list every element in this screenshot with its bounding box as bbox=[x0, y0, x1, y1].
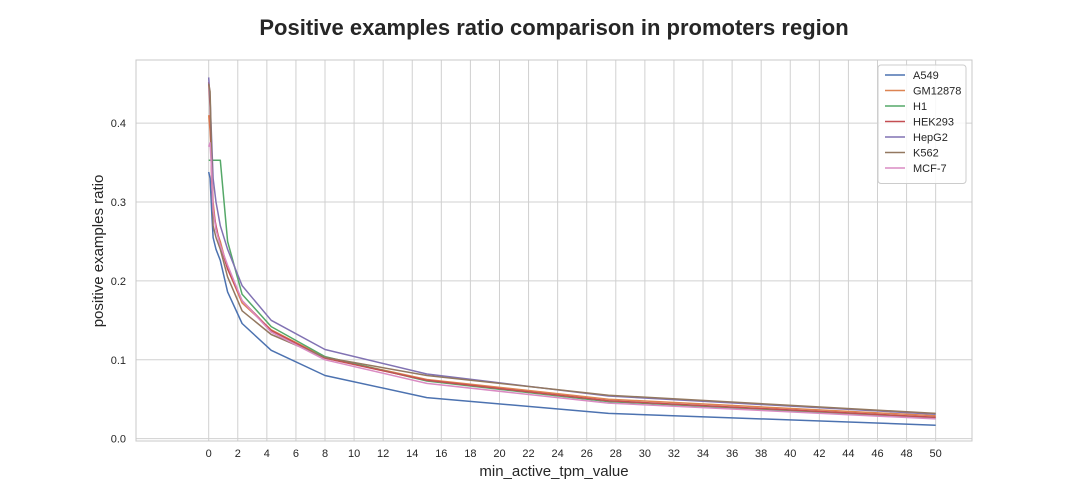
y-axis-label: positive examples ratio bbox=[90, 175, 107, 328]
legend-label: GM12878 bbox=[913, 86, 961, 98]
x-axis-label: min_active_tpm_value bbox=[479, 463, 628, 480]
series-line-mcf-7 bbox=[207, 142, 936, 420]
x-tick-label: 2 bbox=[235, 448, 241, 460]
x-tick-label: 42 bbox=[813, 448, 825, 460]
x-tick-label: 10 bbox=[348, 448, 360, 460]
x-tick-label: 16 bbox=[435, 448, 447, 460]
x-tick-label: 34 bbox=[697, 448, 709, 460]
x-tick-label: 24 bbox=[552, 448, 564, 460]
x-tick-label: 26 bbox=[581, 448, 593, 460]
series-line-a549 bbox=[207, 171, 936, 426]
x-tick-label: 50 bbox=[930, 448, 942, 460]
x-tick-label: 14 bbox=[406, 448, 418, 460]
legend-label: A549 bbox=[913, 70, 939, 82]
x-tick-label: 36 bbox=[726, 448, 738, 460]
legend-label: HEK293 bbox=[913, 117, 954, 129]
x-tick-label: 22 bbox=[522, 448, 534, 460]
series-lines bbox=[207, 77, 936, 426]
x-tick-label: 32 bbox=[668, 448, 680, 460]
x-tick-label: 38 bbox=[755, 448, 767, 460]
plot-frame bbox=[135, 59, 973, 442]
x-tick-label: 12 bbox=[377, 448, 389, 460]
x-tick-label: 0 bbox=[206, 448, 212, 460]
legend: A549 GM12878 H1 HEK293 HepG2 K562 MCF-7 bbox=[877, 64, 967, 184]
y-tick-labels: 0.0 0.1 0.2 0.3 0.4 bbox=[111, 118, 126, 446]
x-tick-label: 8 bbox=[322, 448, 328, 460]
y-tick-label: 0.3 bbox=[111, 197, 126, 209]
x-tick-label: 46 bbox=[871, 448, 883, 460]
x-tick-label: 20 bbox=[493, 448, 505, 460]
x-tick-label: 40 bbox=[784, 448, 796, 460]
legend-label: MCF-7 bbox=[913, 163, 947, 175]
legend-label: K562 bbox=[913, 148, 939, 160]
y-tick-label: 0.0 bbox=[111, 434, 126, 446]
grid-layer bbox=[136, 60, 972, 441]
series-line-k562 bbox=[207, 83, 936, 415]
y-tick-label: 0.1 bbox=[111, 355, 126, 367]
legend-box bbox=[877, 64, 967, 184]
x-tick-label: 30 bbox=[639, 448, 651, 460]
legend-label: H1 bbox=[913, 101, 927, 113]
x-tick-label: 28 bbox=[610, 448, 622, 460]
x-tick-label: 44 bbox=[842, 448, 854, 460]
x-tick-label: 18 bbox=[464, 448, 476, 460]
x-tick-label: 48 bbox=[900, 448, 912, 460]
legend-label: HepG2 bbox=[913, 132, 948, 144]
x-tick-label: 4 bbox=[264, 448, 270, 460]
y-tick-label: 0.2 bbox=[111, 276, 126, 288]
x-tick-labels: 0 2 4 6 8 10 12 14 16 18 20 22 24 26 28 30 32 34 36 38 40 42 4… bbox=[206, 448, 942, 460]
y-tick-label: 0.4 bbox=[111, 118, 126, 130]
chart-title: Positive examples ratio comparison in pr… bbox=[259, 15, 848, 40]
x-tick-label: 6 bbox=[293, 448, 299, 460]
